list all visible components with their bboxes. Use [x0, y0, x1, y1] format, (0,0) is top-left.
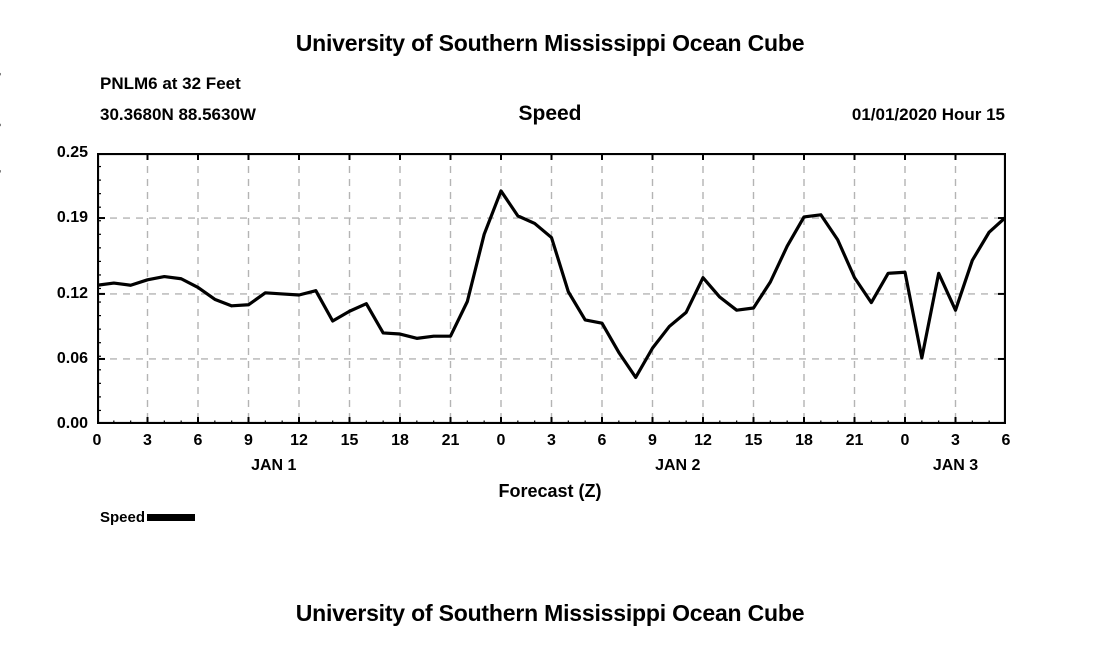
plot-frame — [97, 153, 1006, 424]
x-tick-label: 0 — [92, 432, 102, 449]
chart-legend: Speed — [100, 509, 196, 526]
x-tick-label: 9 — [648, 432, 657, 449]
speed-line-chart — [97, 153, 1006, 424]
x-tick-label: 21 — [845, 432, 864, 449]
x-tick-label: 15 — [744, 432, 763, 449]
coordinates-label: 30.3680N 88.5630W — [100, 105, 256, 124]
page-title: University of Southern Mississippi Ocean… — [295, 30, 805, 56]
y-tick-label: 0.12 — [56, 284, 88, 302]
x-axis-label: Forecast (Z) — [498, 481, 602, 501]
footer-title: University of Southern Mississippi Ocean… — [295, 600, 805, 626]
x-tick-label: 18 — [391, 432, 409, 449]
x-axis-day-label: JAN 3 — [932, 457, 979, 474]
x-tick-label: 6 — [1001, 432, 1011, 449]
speed-series-line — [97, 189, 1006, 379]
y-tick-label: 0.19 — [56, 209, 88, 227]
x-tick-label: 0 — [900, 432, 910, 449]
y-tick-label: 0.25 — [56, 144, 88, 161]
x-tick-label: 3 — [143, 432, 152, 449]
gridlines — [97, 153, 1006, 424]
model-run-label: 01/01/2020 Hour 15 — [851, 105, 1005, 124]
x-tick-label: 3 — [547, 432, 556, 449]
x-axis-day-label: JAN 1 — [251, 457, 297, 474]
station-label: PNLM6 at 32 Feet — [100, 74, 241, 93]
x-tick-label: 9 — [244, 432, 253, 449]
x-tick-label: 3 — [951, 432, 960, 449]
x-tick-label: 15 — [340, 432, 359, 449]
chart-subtitle: Speed — [518, 102, 582, 125]
x-tick-label: 6 — [597, 432, 607, 449]
x-tick-label: 18 — [795, 432, 813, 449]
x-tick-label: 12 — [290, 432, 308, 449]
y-tick-label: 0.06 — [56, 349, 88, 367]
legend-label: Speed — [100, 509, 146, 526]
x-tick-label: 0 — [496, 432, 506, 449]
y-axis-label: Speed (Knots) — [0, 70, 2, 185]
plot-area — [97, 153, 1006, 424]
legend-line-swatch — [147, 514, 196, 521]
y-tick-label: 0.00 — [56, 415, 88, 432]
x-tick-label: 6 — [193, 432, 203, 449]
x-tick-label: 21 — [441, 432, 460, 449]
x-tick-label: 12 — [694, 432, 712, 449]
x-axis-day-label: JAN 2 — [655, 457, 701, 474]
